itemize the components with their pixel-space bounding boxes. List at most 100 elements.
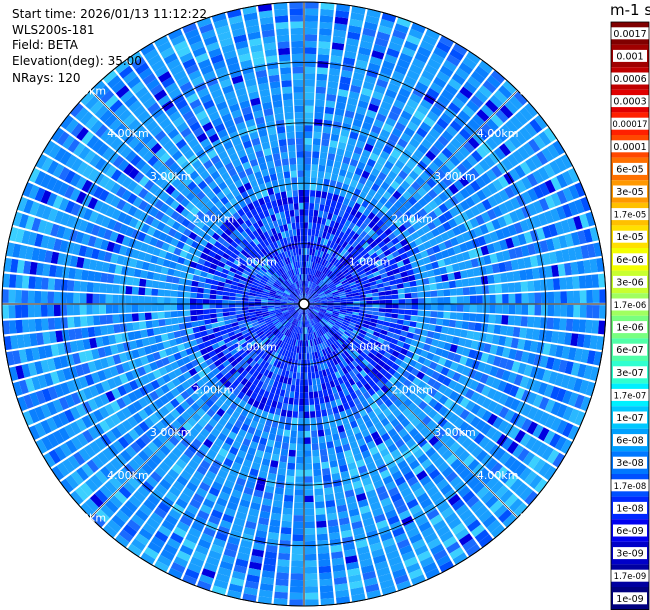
ppi-cell — [372, 384, 381, 393]
ppi-cell — [295, 476, 304, 483]
ppi-cell — [483, 440, 496, 453]
ppi-cell — [170, 361, 179, 370]
ppi-cell — [430, 304, 438, 311]
ppi-cell — [382, 537, 396, 548]
ppi-cell — [461, 231, 471, 242]
ppi-cell — [40, 173, 52, 189]
ppi-cell — [171, 283, 179, 291]
ppi-cell — [263, 354, 270, 362]
ppi-cell — [16, 334, 25, 349]
ppi-cell — [390, 562, 405, 573]
ppi-cell — [370, 252, 378, 260]
ppi-cell — [449, 120, 463, 132]
ppi-cell — [372, 271, 381, 277]
ppi-cell — [361, 429, 370, 438]
ppi-cell — [139, 321, 147, 330]
ppi-cell — [295, 385, 300, 393]
ppi-cell — [356, 53, 370, 63]
ppi-cell — [187, 267, 196, 275]
ppi-cell — [305, 287, 308, 294]
ppi-cell — [262, 564, 276, 572]
ppi-cell — [388, 195, 398, 205]
ppi-cell — [289, 592, 303, 600]
ppi-cell — [561, 346, 571, 360]
ppi-cell — [404, 337, 413, 345]
ppi-cell — [199, 238, 209, 247]
ppi-cell — [35, 390, 46, 405]
ppi-cell — [391, 313, 399, 319]
ppi-cell — [473, 226, 483, 237]
ppi-cell — [105, 462, 118, 475]
ppi-cell — [118, 245, 128, 256]
ppi-cell — [329, 319, 336, 324]
ppi-cell — [546, 317, 554, 330]
ppi-cell — [307, 340, 311, 347]
ppi-cell — [56, 225, 66, 239]
ppi-cell — [338, 82, 350, 91]
ppi-cell — [381, 585, 397, 596]
ppi-cell — [23, 333, 32, 348]
ppi-cell — [417, 291, 425, 298]
ppi-cell — [527, 352, 536, 365]
ppi-cell — [396, 17, 412, 28]
ppi-cell — [259, 269, 266, 275]
ppi-cell — [371, 315, 379, 320]
ppi-cell — [307, 235, 311, 242]
ppi-cell — [230, 318, 238, 324]
ppi-cell — [242, 394, 250, 403]
ppi-cell — [386, 253, 394, 261]
ppi-cell — [316, 323, 322, 329]
ppi-cell — [324, 205, 330, 213]
ppi-cell — [438, 384, 448, 394]
ppi-cell — [275, 578, 289, 587]
ppi-cell — [22, 410, 34, 426]
ppi-cell — [34, 361, 44, 375]
ppi-cell — [117, 385, 127, 397]
ppi-cell — [172, 480, 185, 492]
ppi-cell — [158, 319, 166, 327]
ppi-cell — [394, 242, 403, 250]
ppi-cell — [390, 35, 405, 46]
ppi-cell — [416, 492, 429, 504]
ppi-cell — [438, 203, 449, 214]
ppi-cell — [476, 407, 487, 419]
ppi-cell — [514, 131, 527, 145]
ppi-cell — [239, 444, 249, 453]
ppi-cell — [212, 413, 222, 423]
ppi-cell — [393, 200, 403, 210]
ppi-cell — [361, 87, 373, 97]
ppi-cell — [316, 377, 321, 385]
ppi-cell — [336, 95, 348, 104]
ppi-cell — [420, 498, 433, 509]
ppi-cell — [385, 88, 398, 99]
ppi-cell — [337, 273, 344, 279]
ppi-cell — [428, 324, 436, 332]
ppi-cell — [310, 319, 314, 326]
ppi-cell — [224, 507, 236, 517]
ppi-cell — [257, 443, 266, 452]
ppi-cell — [58, 427, 70, 442]
ppi-cell — [329, 179, 337, 188]
ppi-cell — [378, 291, 386, 296]
ppi-cell — [335, 201, 343, 210]
ppi-cell — [409, 138, 420, 149]
ppi-cell — [294, 489, 304, 496]
ppi-cell — [255, 310, 262, 315]
ppi-cell — [368, 325, 376, 331]
ppi-cell — [290, 566, 303, 574]
ppi-cell — [256, 422, 265, 431]
ppi-cell — [260, 504, 272, 513]
ppi-cell — [306, 314, 310, 321]
ppi-cell — [260, 576, 275, 585]
ppi-cell — [485, 375, 495, 387]
ppi-cell — [118, 304, 126, 313]
ppi-cell — [323, 287, 330, 293]
ppi-cell — [308, 378, 313, 386]
ppi-cell — [410, 286, 418, 293]
ppi-cell — [475, 176, 487, 189]
ppi-cell — [383, 281, 391, 287]
ppi-cell — [398, 215, 408, 224]
ppi-cell — [407, 121, 419, 132]
ppi-cell — [351, 447, 361, 456]
ppi-cell — [110, 400, 121, 413]
